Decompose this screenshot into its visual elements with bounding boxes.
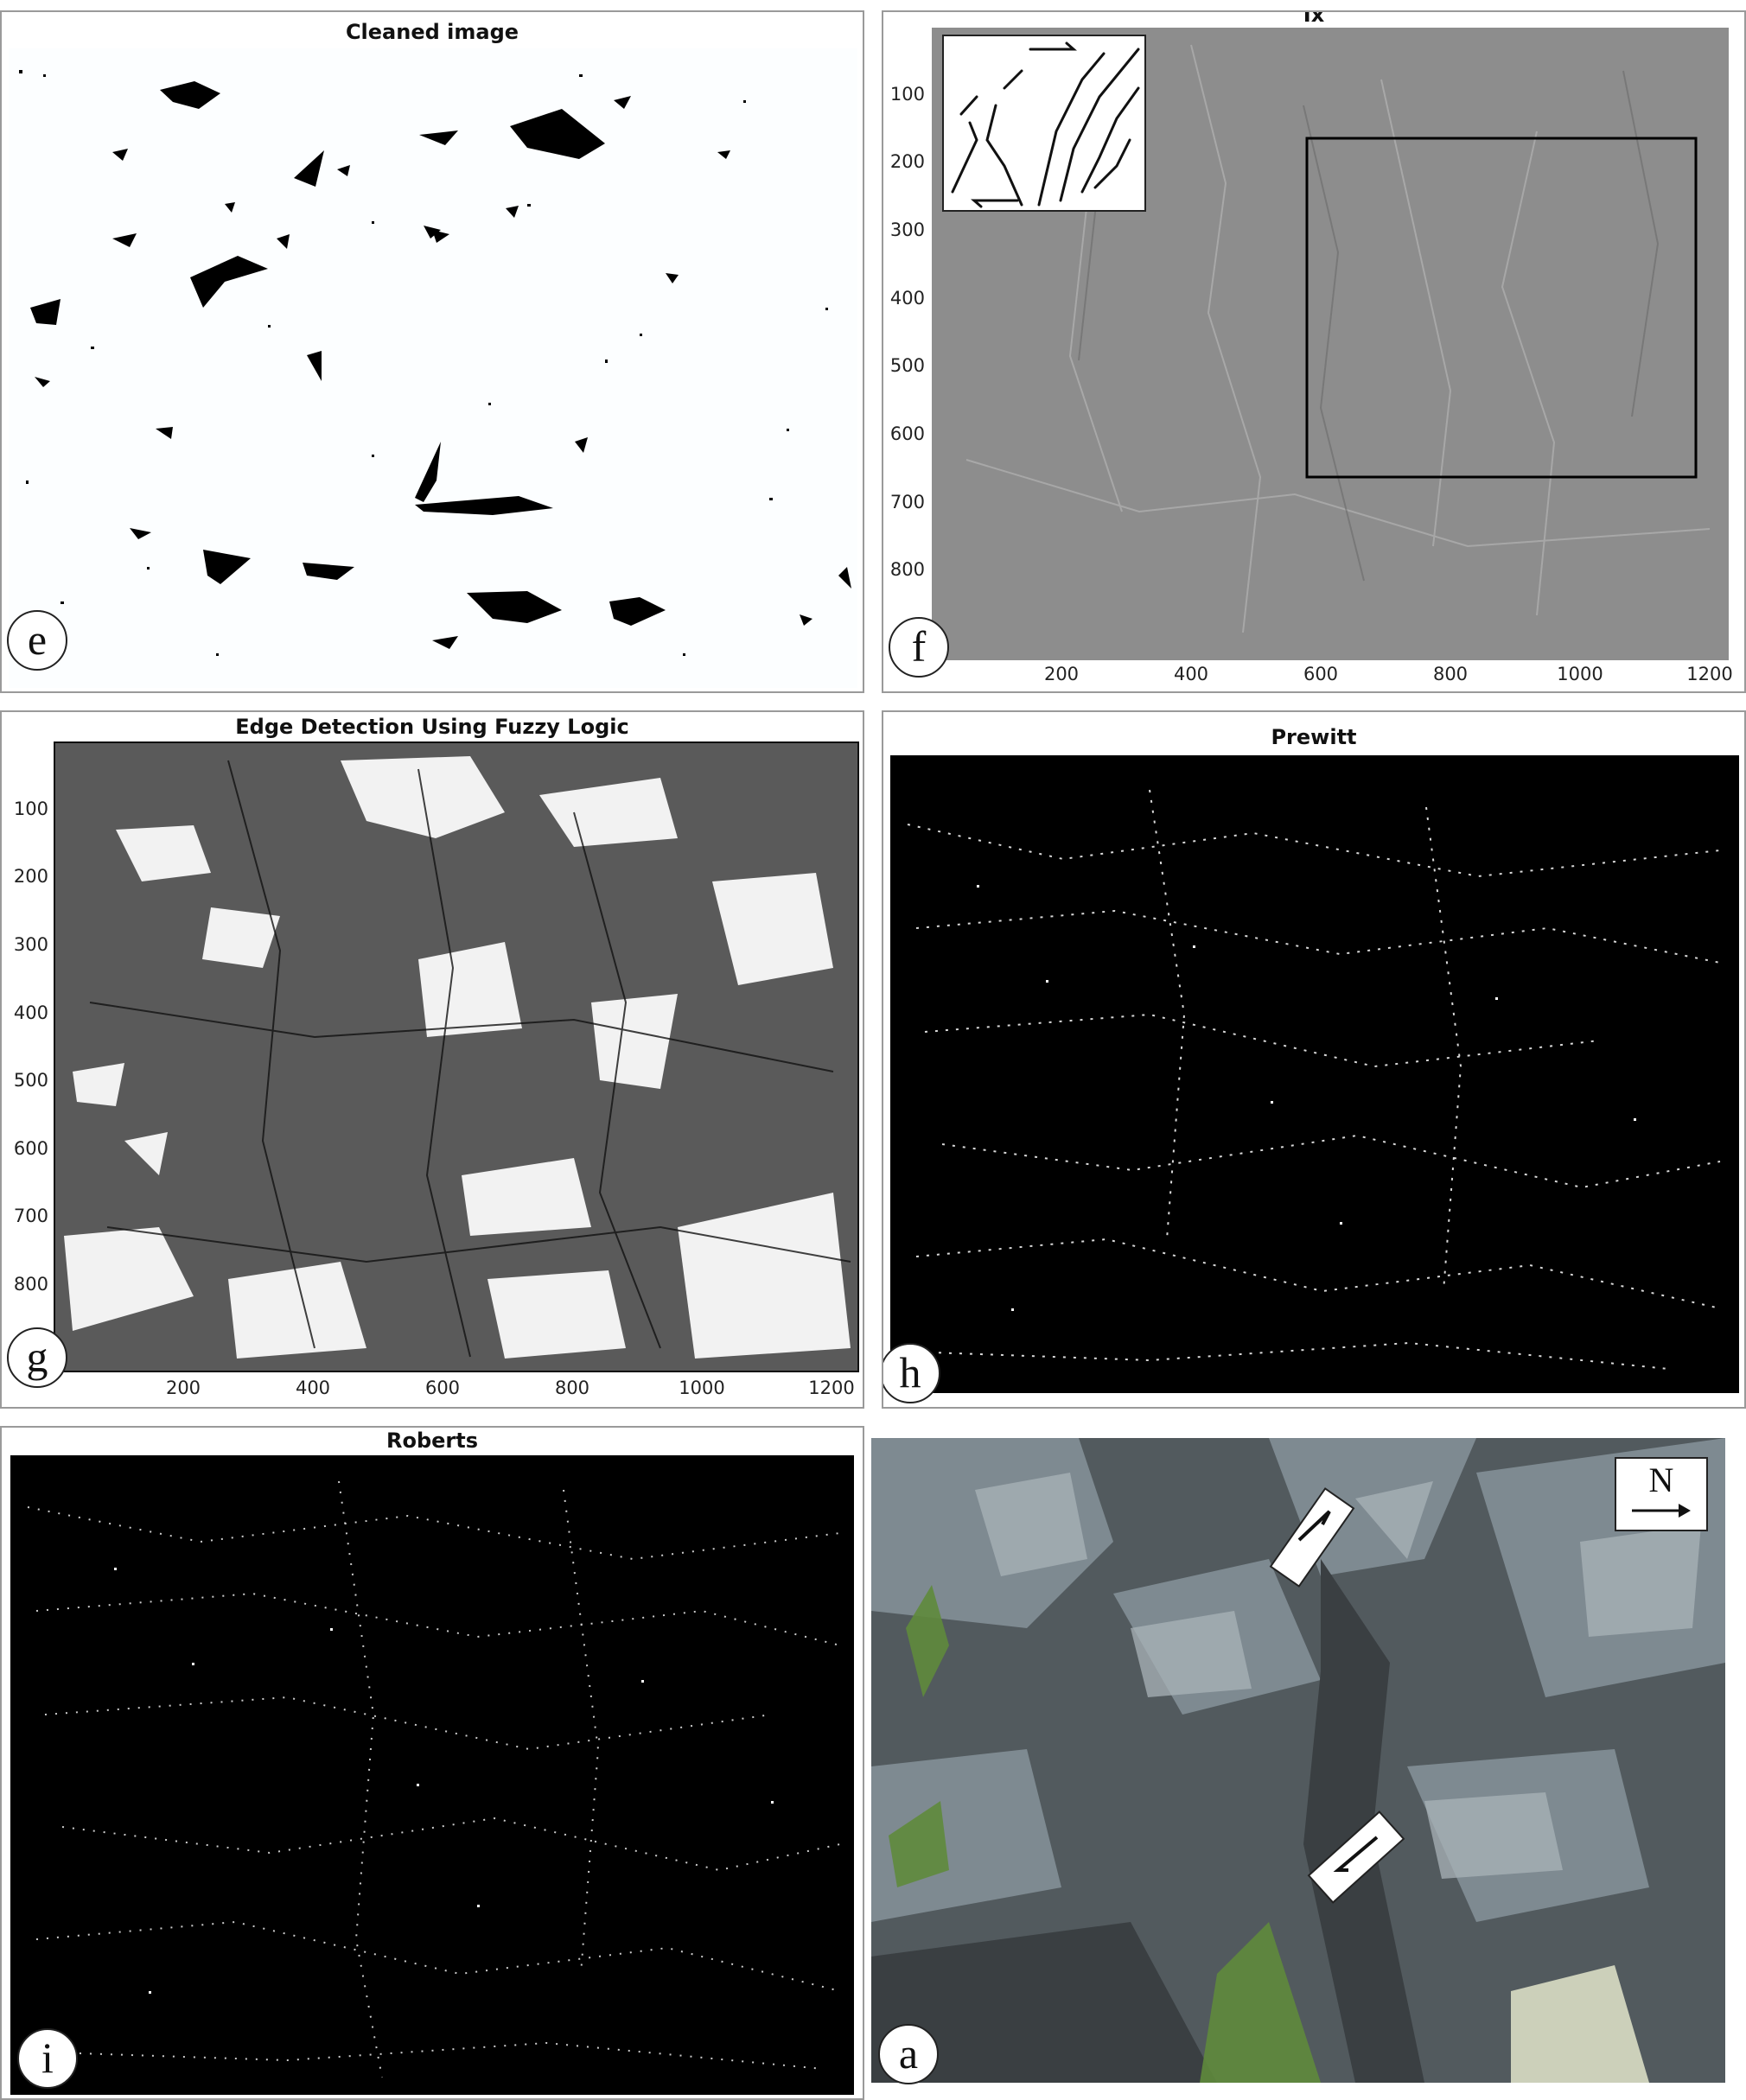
y-tick: 100 [13,799,48,819]
fuzzy-edge-image [54,741,859,1372]
region-of-interest-box [1305,137,1698,479]
y-tick: 100 [889,84,925,105]
x-tick: 400 [295,1378,331,1398]
cleaned-binary-image [9,48,857,688]
panel-title: Prewitt [1271,725,1357,749]
panel-label-badge: e [7,610,67,671]
panel-label-badge: g [7,1327,67,1388]
panel-i-roberts: Roberts i [0,1426,864,2100]
arrow-right-icon [1632,1504,1691,1518]
y-tick: 200 [13,866,48,887]
panel-title: Edge Detection Using Fuzzy Logic [235,715,629,739]
panel-title: Cleaned image [345,20,519,44]
ix-gradient-image [932,28,1729,660]
north-label: N [1648,1460,1674,1499]
y-tick: 200 [889,151,925,172]
x-tick: 800 [1432,664,1469,684]
fuzzy-texture [64,756,851,1359]
y-tick: 300 [889,220,925,240]
x-tick: 1200 [1686,664,1733,684]
panel-f-ix: Ix [882,10,1746,693]
y-tick: 400 [889,288,925,309]
x-tick: 200 [165,1378,201,1398]
panel-label-badge: i [17,2028,78,2089]
x-tick: 1000 [679,1378,725,1398]
panel-h-prewitt: Prewitt h [882,710,1746,1409]
y-tick: 600 [13,1138,48,1159]
y-tick: 500 [13,1070,48,1091]
panel-label-badge: h [883,1343,940,1403]
panel-g-fuzzy-edges: Edge Detection Using Fuzzy Logic [0,710,864,1409]
panel-a-outcrop-photo: N a [871,1438,1736,2100]
blob-layer [19,70,851,656]
x-tick: 1200 [808,1378,855,1398]
prewitt-edge-image [890,755,1739,1393]
fault-sketch-inset [942,35,1146,212]
y-tick: 400 [13,1002,48,1023]
roberts-edge-image [10,1455,854,2095]
panel-label-badge: f [889,617,949,678]
x-tick: 1000 [1557,664,1603,684]
x-tick: 200 [1043,664,1080,684]
panel-title: Roberts [386,1429,479,1453]
panel-e-cleaned-image: Cleaned image [0,10,864,693]
y-tick: 700 [889,492,925,512]
y-tick: 500 [889,355,925,376]
north-arrow-box: N [1615,1457,1708,1531]
y-tick: 800 [13,1274,48,1295]
rock-illustration [871,1438,1725,2083]
roberts-edges [27,1480,841,2078]
panel-title: Ix [1303,10,1325,27]
y-tick: 300 [13,934,48,955]
x-tick: 400 [1173,664,1209,684]
shear-sense-arrow-lower [1307,1810,1405,1904]
y-tick: 800 [889,559,925,580]
prewitt-edges [907,789,1721,1370]
outcrop-photograph: N [871,1438,1725,2083]
shear-sense-arrow-upper [1269,1487,1355,1588]
x-tick: 800 [554,1378,590,1398]
x-tick: 600 [424,1378,461,1398]
x-tick: 600 [1303,664,1339,684]
y-tick: 600 [889,423,925,444]
y-tick: 700 [13,1206,48,1226]
panel-label-badge: a [878,2024,939,2084]
